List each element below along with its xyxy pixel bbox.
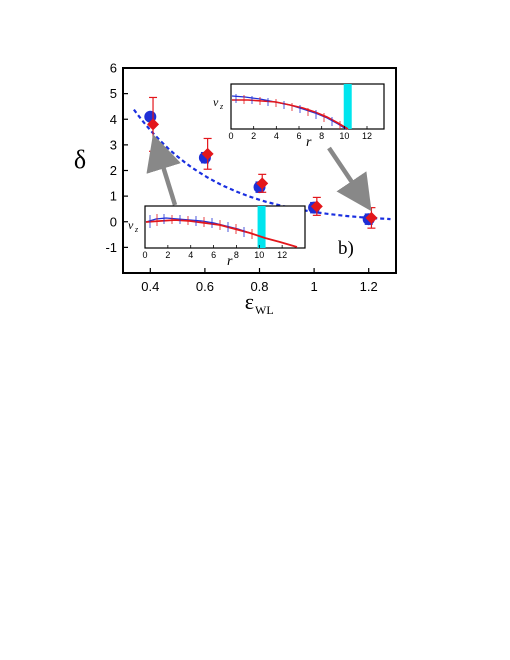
red-diamond-point [147, 118, 160, 131]
inset-upper-y-title: v [213, 95, 219, 109]
inset-x-tick-label: 2 [165, 250, 170, 260]
data-points [144, 96, 378, 229]
inset-lower-error-bars [149, 214, 253, 239]
x-tick-label: 1 [310, 279, 317, 294]
inset-x-tick-label: 10 [339, 131, 349, 141]
panel-label: b) [338, 238, 354, 259]
inset-lower-x-ticks: 0 2 4 6 8 10 12 [142, 245, 287, 260]
red-diamond-point [365, 211, 378, 224]
x-tick-label: 1.2 [360, 279, 378, 294]
x-axis-title: ε WL [245, 289, 274, 317]
y-tick-label: -1 [105, 240, 117, 255]
red-diamond-point [310, 200, 323, 213]
inset-upper-wall [343, 84, 352, 129]
x-axis-title-subscript: WL [255, 303, 274, 317]
x-axis-ticks: 0.4 0.6 0.8 1 1.2 [141, 268, 378, 294]
y-tick-label: 3 [110, 137, 117, 152]
x-axis-title-main: ε [245, 289, 254, 314]
y-axis-ticks: -1 0 1 2 3 4 5 6 [105, 61, 128, 255]
inset-lower-wall [257, 206, 266, 248]
y-tick-label: 5 [110, 86, 117, 101]
inset-upper-y-title-subscript: z [219, 102, 224, 111]
x-tick-label: 0.8 [250, 279, 268, 294]
x-tick-label: 0.6 [196, 279, 214, 294]
red-diamond-point [201, 147, 214, 160]
y-tick-label: 1 [110, 189, 117, 204]
inset-x-tick-label: 6 [211, 250, 216, 260]
inset-x-tick-label: 0 [228, 131, 233, 141]
y-axis-title: δ [74, 145, 86, 174]
inset-x-tick-label: 8 [234, 250, 239, 260]
inset-x-tick-label: 12 [362, 131, 372, 141]
inset-lower-x-title: r [227, 254, 233, 269]
red-diamond-point [256, 177, 269, 190]
inset-upper-error-bars [235, 94, 341, 129]
arrow-upper-inset [327, 146, 372, 212]
inset-x-tick-label: 8 [319, 131, 324, 141]
inset-lower-y-title: v [128, 218, 134, 232]
inset-upper-frame [230, 83, 385, 130]
inset-upper: 0 2 4 6 8 10 12 r v z [213, 83, 385, 150]
inset-x-tick-label: 10 [254, 250, 264, 260]
inset-upper-x-ticks: 0 2 4 6 8 10 12 [228, 126, 372, 141]
inset-lower: 0 2 4 6 8 10 12 r v z [128, 205, 306, 269]
inset-x-tick-label: 0 [142, 250, 147, 260]
arrow-lower-inset [146, 134, 181, 206]
inset-x-tick-label: 4 [188, 250, 193, 260]
inset-x-tick-label: 4 [274, 131, 279, 141]
inset-lower-y-title-subscript: z [134, 225, 139, 234]
inset-x-tick-label: 6 [296, 131, 301, 141]
x-tick-label: 0.4 [141, 279, 159, 294]
y-tick-label: 4 [110, 112, 117, 127]
inset-upper-red-profile [232, 99, 349, 130]
y-tick-label: 2 [110, 163, 117, 178]
inset-x-tick-label: 12 [277, 250, 287, 260]
y-tick-label: 6 [110, 61, 117, 76]
inset-x-tick-label: 2 [251, 131, 256, 141]
y-tick-label: 0 [110, 214, 117, 229]
inset-upper-x-title: r [306, 135, 312, 150]
